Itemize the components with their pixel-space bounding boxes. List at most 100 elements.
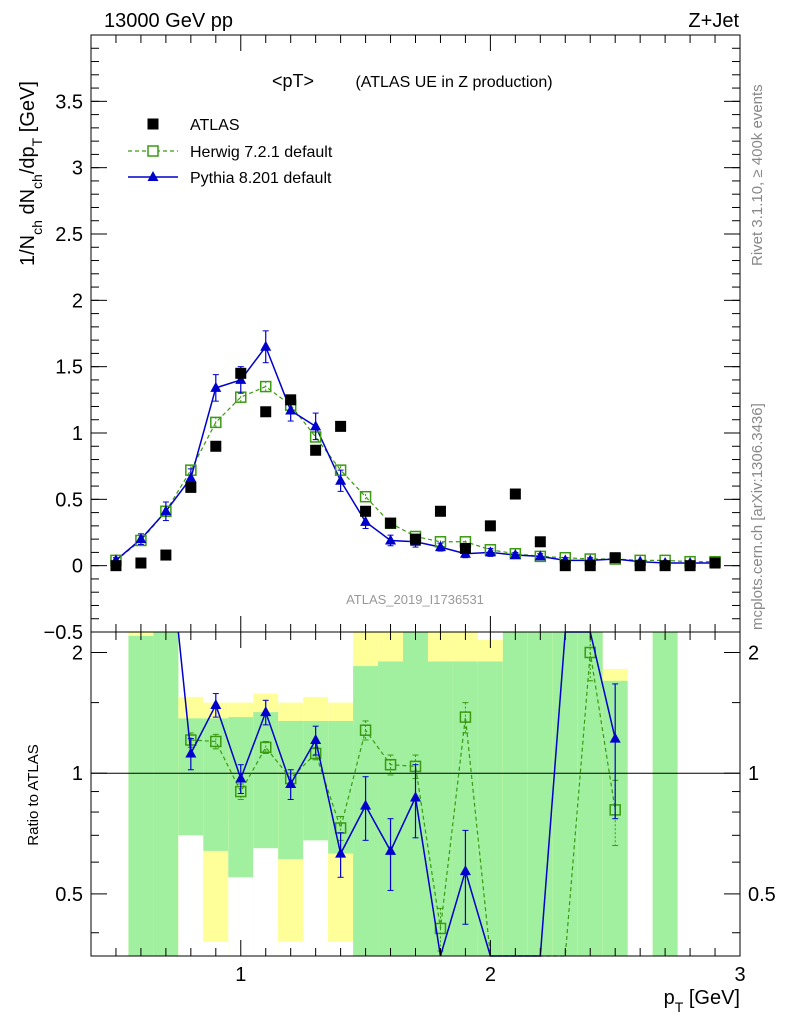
header-right: Z+Jet [688, 10, 739, 32]
herwig-ratio-marker [459, 711, 472, 723]
atlas-marker [210, 440, 222, 452]
rivet-label: Rivet 3.1.10, ≥ 400k events [749, 84, 766, 266]
ratio-bands [128, 632, 678, 956]
label-subscript: ch [29, 220, 45, 235]
atlas-marker [410, 533, 421, 545]
pythia-marker [484, 546, 496, 557]
band-green [652, 632, 678, 956]
pythia-marker [235, 373, 247, 384]
atlas-marker [235, 367, 247, 379]
pythia-ratio-marker [210, 698, 222, 709]
pythia-ratio-marker [310, 734, 322, 745]
pythia-ratio-marker [235, 772, 247, 783]
y-tick-label: 2.5 [55, 224, 83, 246]
pythia-ratio-marker [185, 747, 197, 758]
pythia-marker [335, 474, 347, 485]
herwig-marker [259, 380, 272, 393]
pythia-marker [210, 381, 222, 392]
band-yellow-gap [178, 835, 204, 956]
label-part: /dp [17, 146, 39, 174]
band-yellow-low [278, 859, 304, 942]
herwig-ratio-line [190, 652, 616, 957]
watermark: ATLAS_2019_I1736531 [346, 592, 484, 607]
ratio-y-axis: 0.5 0.5 1 1 2 2 [55, 643, 776, 934]
pythia-marker [434, 541, 446, 552]
pythia-marker [360, 515, 372, 526]
ratio-y-axis-label: Ratio to ATLAS [25, 744, 42, 845]
atlas-marker [335, 420, 347, 432]
band-green [203, 718, 229, 851]
herwig-ratio-marker [259, 741, 272, 754]
legend-label: Herwig 7.2.1 default [190, 144, 333, 161]
pythia-ratio-marker [260, 706, 272, 717]
y-tick-label: 1.5 [55, 357, 83, 379]
ratio-x-axis: 1 2 3 [115, 632, 746, 986]
atlas-marker [534, 536, 546, 548]
main-series [110, 330, 721, 572]
main-subtitle: (ATLAS UE in Z production) [355, 74, 552, 91]
main-x-axis [115, 35, 741, 632]
band-yellow-low [203, 850, 229, 942]
herwig-ratio-marker [359, 724, 372, 736]
y-tick-label: 0 [72, 556, 83, 578]
band-green [328, 720, 354, 854]
pythia-ratio-marker [385, 844, 397, 855]
atlas-marker [509, 488, 521, 500]
label-subscript: ch [29, 174, 45, 189]
header-left: 13000 GeV pp [104, 10, 233, 32]
ratio-y-tick-label: 2 [72, 643, 83, 665]
band-green [552, 632, 578, 956]
pythia-line [115, 345, 716, 564]
atlas-marker [385, 517, 397, 529]
pythia-marker [385, 534, 397, 545]
label-part: p [664, 987, 675, 1009]
pythia-marker [285, 404, 297, 415]
main-panel: <pT> (ATLAS UE in Z production) ATLAS_20… [17, 34, 741, 644]
atlas-marker [160, 549, 172, 561]
label-subscript: T [29, 137, 45, 146]
label-part: [GeV] [683, 987, 740, 1009]
pythia-ratio-marker [410, 791, 421, 802]
band-green [253, 712, 279, 849]
pythia-marker [185, 472, 197, 483]
label-subscript: T [675, 999, 684, 1015]
y-tick-label: 3.5 [55, 91, 83, 113]
pythia-marker [260, 340, 272, 351]
y-tick-label: 1 [72, 423, 83, 445]
legend-label: ATLAS [190, 117, 240, 134]
y-tick-label: 3 [72, 158, 83, 180]
pythia-ratio-marker [285, 777, 297, 788]
main-y-axis-label: 1/Nch dNch/dpT [GeV] [17, 81, 45, 266]
atlas-marker [609, 552, 621, 564]
pythia-marker [135, 533, 147, 544]
pythia-marker [509, 549, 521, 560]
pythia-marker [534, 550, 546, 561]
atlas-marker [559, 560, 571, 572]
band-green [502, 632, 528, 956]
band-green [427, 661, 453, 956]
ratio-y-tick-label: 0.5 [55, 884, 83, 906]
legend-atlas-marker [147, 118, 159, 130]
legend: ATLAS Herwig 7.2.1 default Pythia 8.201 de… [128, 117, 333, 187]
atlas-marker [584, 560, 596, 572]
label-part: [GeV] [17, 81, 39, 138]
herwig-ratio-marker [210, 735, 222, 748]
pythia-ratio-marker [459, 865, 471, 876]
atlas-marker [185, 481, 197, 493]
atlas-marker [484, 520, 496, 532]
atlas-marker [709, 557, 721, 569]
ratio-y-tick-label-right: 0.5 [748, 884, 776, 906]
atlas-marker [684, 560, 696, 572]
pythia-ratio-marker [360, 799, 372, 810]
x-axis-label: pT [GeV] [664, 987, 740, 1015]
band-green [477, 661, 503, 956]
pythia-ratio-marker [609, 732, 621, 743]
y-tick-label: −0.5 [44, 622, 83, 644]
ratio-y-tick-label-right: 1 [748, 763, 759, 785]
ratio-panel: 0.5 0.5 1 1 2 2 1 2 3 Ratio to ATLAS pT [GeV] [25, 631, 776, 1015]
atlas-marker [434, 505, 446, 517]
atlas-marker [634, 560, 646, 572]
atlas-marker [135, 557, 147, 569]
band-green [577, 632, 603, 956]
